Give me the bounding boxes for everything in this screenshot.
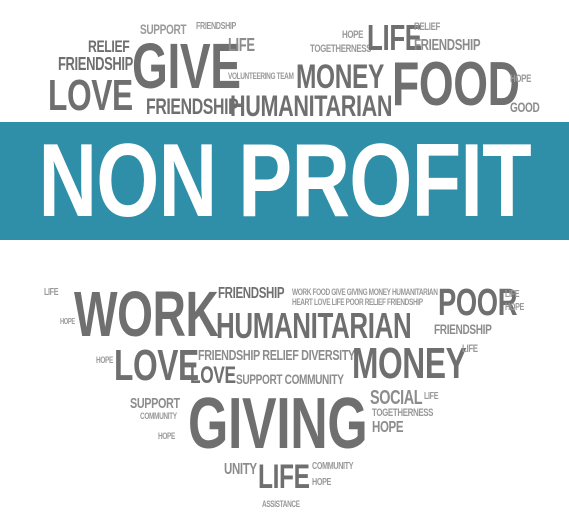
- word: HOPE: [372, 419, 404, 436]
- word: COMMUNITY: [140, 411, 177, 421]
- word: SOCIAL: [370, 387, 423, 409]
- title-banner: [0, 122, 569, 240]
- word: HOPE: [510, 73, 532, 85]
- word: HOPE: [312, 477, 331, 488]
- word: FRIENDSHIP: [58, 54, 133, 74]
- word: TOGETHERNESS: [372, 407, 434, 419]
- word: HUMANITARIAN: [230, 90, 393, 123]
- word: LIFE: [367, 17, 422, 58]
- word: COMMUNITY: [312, 461, 354, 472]
- word: FRIENDSHIP: [218, 285, 285, 302]
- word: LOVE: [48, 71, 133, 120]
- word: FOOD: [392, 50, 520, 119]
- word: RELIEF: [88, 37, 130, 56]
- word: LIFE: [228, 35, 255, 55]
- word: TOGETHERNESS: [310, 43, 372, 55]
- word: WORK: [74, 278, 219, 350]
- word: HEART LOVE LIFE POOR RELIEF FRIENDSHIP: [292, 297, 423, 307]
- word: GOOD: [510, 99, 540, 115]
- title: NON PROFIT: [0, 122, 569, 240]
- word: LIFE: [462, 343, 478, 355]
- word: FRIENDSHIP RELIEF DIVERSITY: [198, 347, 355, 364]
- word: LIFE: [505, 289, 520, 300]
- word: WORK FOOD GIVE GIVING MONEY HUMANITARIAN: [292, 287, 438, 297]
- word: HOPE: [60, 317, 75, 326]
- word: FRIENDSHIP: [146, 94, 239, 119]
- word: ASSISTANCE: [262, 499, 300, 509]
- word: MONEY: [352, 339, 467, 388]
- word: SUPPORT COMMUNITY: [236, 371, 344, 387]
- word: GIVING: [188, 384, 368, 464]
- word: LIFE: [424, 391, 439, 402]
- word: HOPE: [96, 355, 113, 365]
- word: HOPE: [342, 29, 364, 41]
- word: LOVE: [114, 341, 199, 390]
- word: FRIENDSHIP: [196, 21, 237, 32]
- word: HOPE: [158, 431, 175, 441]
- word: MONEY: [296, 58, 384, 96]
- word: SUPPORT: [140, 21, 187, 37]
- word: UNITY: [224, 461, 257, 478]
- word: VOLUNTEERING TEAM: [228, 71, 294, 81]
- title-text: NON PROFIT: [38, 123, 531, 239]
- word: POOR: [438, 282, 518, 324]
- word: FRIENDSHIP: [434, 321, 492, 337]
- word: GIVE: [132, 30, 241, 102]
- word: FRIENDSHIP: [414, 37, 481, 54]
- word: SUPPORT: [130, 395, 180, 412]
- word: LOVE: [190, 362, 236, 389]
- word: HUMANITARIAN: [216, 305, 412, 346]
- word: RELIEF: [414, 21, 441, 33]
- word: LIFE: [258, 458, 310, 496]
- word: LIFE: [44, 287, 59, 298]
- word: HOPE: [505, 302, 524, 313]
